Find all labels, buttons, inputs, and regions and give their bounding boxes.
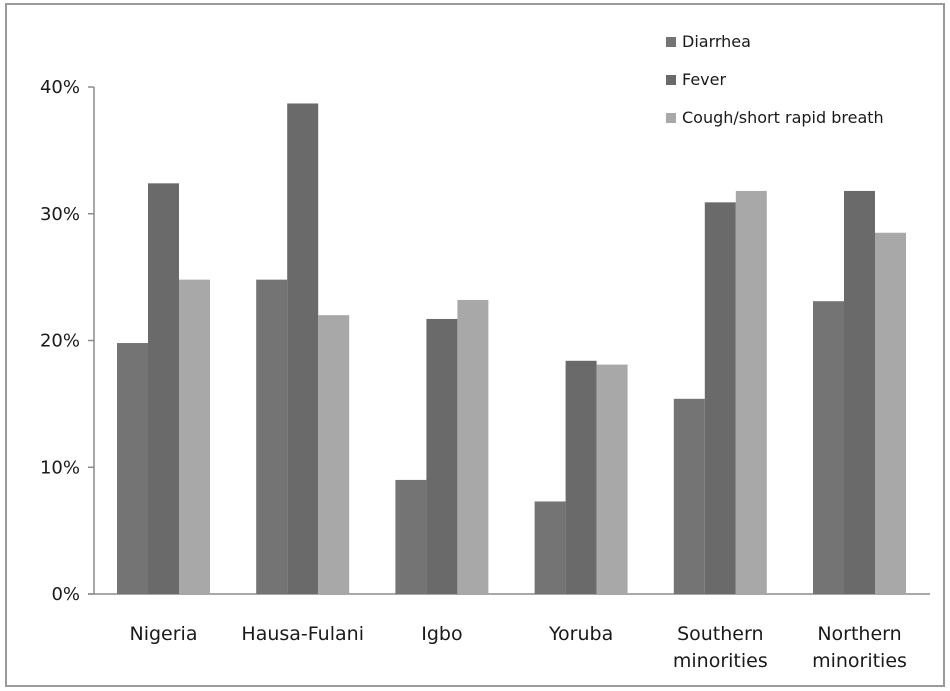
bar-cough-short-rapid-breath-1 [318,315,350,594]
bar-cough-short-rapid-breath-2 [457,299,489,594]
bar-fever-2 [426,318,458,594]
y-tick-label: 30% [40,204,80,225]
category-label: Igbo [421,623,462,645]
category-label: Yoruba [548,623,613,645]
bar-cough-short-rapid-breath-5 [875,232,906,594]
bar-diarrhea-4 [673,398,705,594]
bar-cough-short-rapid-breath-0 [179,279,210,594]
bar-diarrhea-1 [256,279,288,594]
bar-fever-4 [704,202,736,594]
y-tick-label: 20% [40,331,80,352]
y-tick-label: 0% [51,584,80,605]
legend-swatch [666,75,676,85]
bar-fever-5 [844,190,875,594]
y-tick-label: 40% [40,77,80,98]
bar-fever-3 [565,360,597,594]
category-label: Nigeria [130,623,198,645]
category-label: Hausa-Fulani [241,623,364,645]
bar-diarrhea-5 [813,301,844,594]
category-label: minorities [673,650,768,672]
bar-diarrhea-2 [395,479,427,594]
category-label: Southern [677,623,763,645]
legend-label: Fever [682,70,726,89]
legend-swatch [666,113,676,123]
y-tick-label: 10% [40,457,80,478]
bar-fever-1 [287,103,319,594]
legend-swatch [666,37,676,47]
category-label: Northern [817,623,901,645]
legend-label: Diarrhea [682,32,751,51]
legend-label: Cough/short rapid breath [682,108,884,127]
bar-diarrhea-0 [117,343,148,594]
bar-diarrhea-3 [534,501,566,594]
bar-fever-0 [148,183,179,594]
bar-cough-short-rapid-breath-3 [596,364,628,594]
category-label: minorities [812,650,907,672]
bar-cough-short-rapid-breath-4 [735,190,767,594]
